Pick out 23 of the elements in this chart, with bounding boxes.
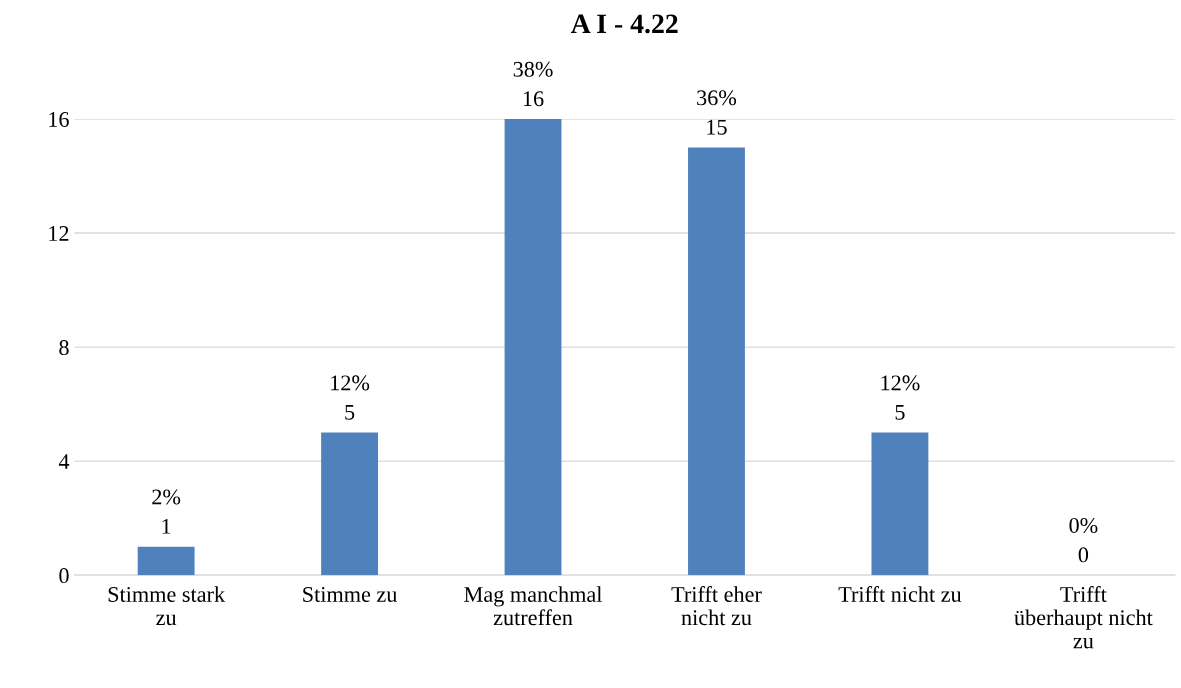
bar [688, 147, 745, 576]
data-label: 2% 1 [152, 489, 181, 534]
data-label: 38% 16 [513, 61, 553, 107]
bar [321, 432, 379, 576]
data-label: 0% 0 [1069, 517, 1098, 563]
data-label: 36% 15 [697, 90, 737, 135]
x-tick-label: Mag manchmal zutreffen [464, 586, 602, 626]
bar [504, 119, 562, 576]
bar [871, 432, 929, 576]
bar [137, 546, 195, 576]
y-tick-label: 4 [58, 454, 70, 469]
y-tick-label: 16 [49, 112, 69, 127]
x-tick-label: Stimme zu [303, 586, 398, 602]
data-label: 12% 5 [331, 375, 370, 420]
y-tick-label: 12 [49, 226, 69, 241]
y-tick-label: 8 [59, 340, 69, 356]
x-tick-label: Trifft nicht zu [838, 586, 962, 602]
x-tick-label: Trifft eher nicht zu [671, 586, 762, 626]
y-tick-label: 0 [59, 568, 69, 584]
chart-title: A I - 4.22 [571, 14, 678, 34]
x-tick-label: Stimme stark zu [108, 586, 226, 626]
data-label: 12% 5 [881, 375, 920, 420]
x-tick-label: Trifft überhaupt nicht zu [1014, 586, 1153, 649]
